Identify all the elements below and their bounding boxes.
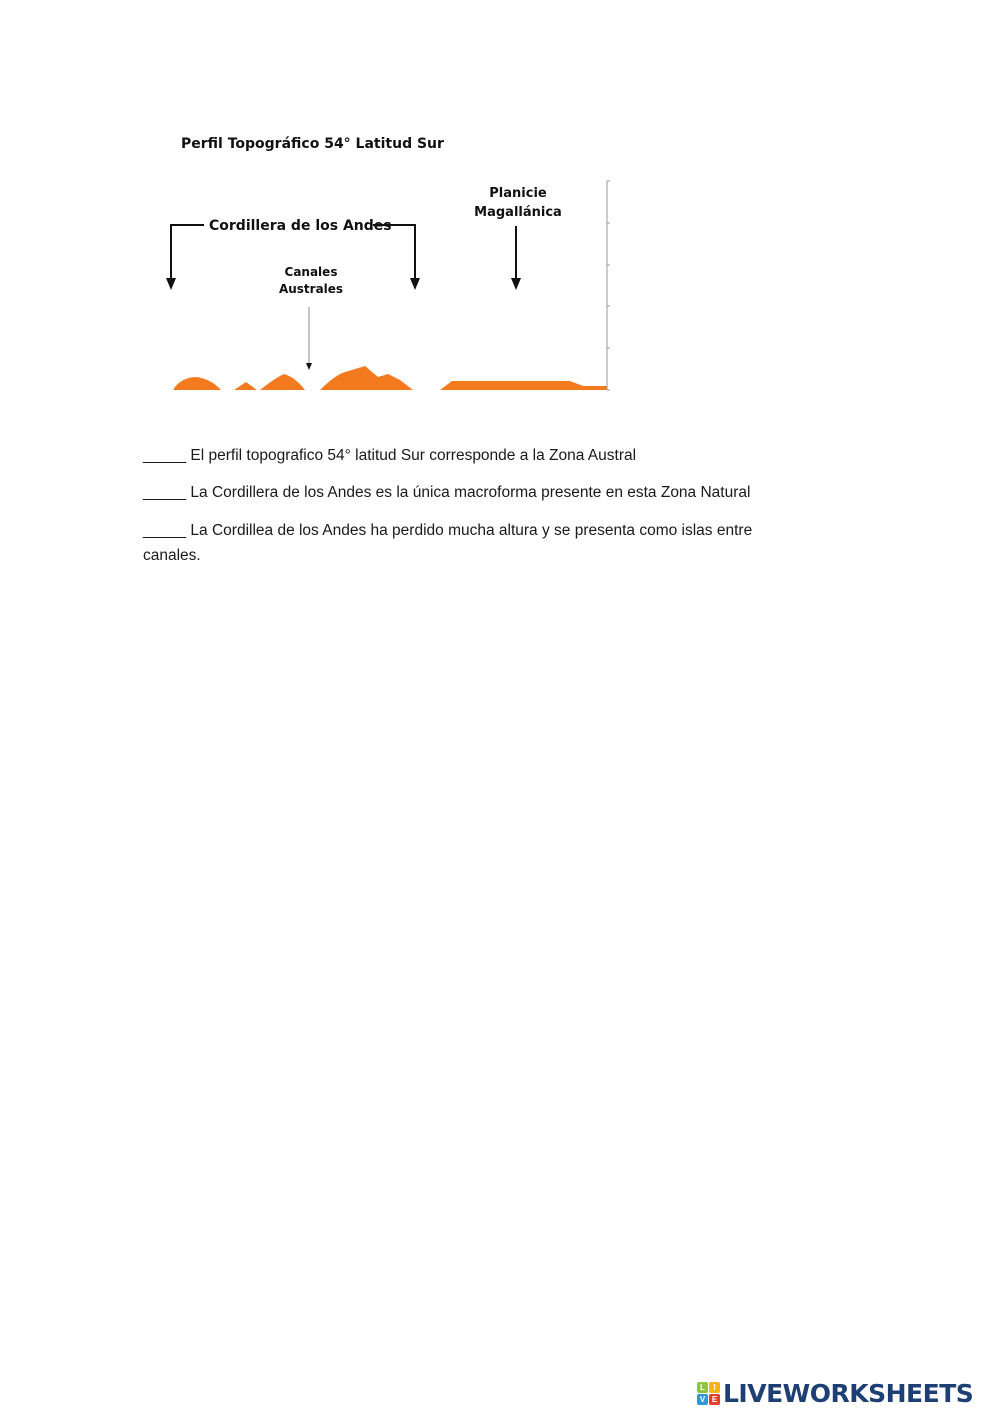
andes-bracket-arrows	[170, 224, 517, 280]
label-planicie-2: Magallánica	[474, 205, 562, 220]
statement-text-1: El perfil topografico 54° latitud Sur co…	[190, 447, 637, 464]
relief-shapes	[173, 366, 607, 390]
label-planicie-1: Planicie	[489, 186, 547, 201]
statement-3-continuation: canales.	[143, 547, 201, 564]
label-cordillera: Cordillera de los Andes	[209, 218, 392, 234]
answer-blank-1[interactable]: _____	[143, 447, 187, 464]
label-canales-2: Australes	[279, 282, 343, 296]
statement-3: _____ La Cordillea de los Andes ha perdi…	[143, 522, 752, 540]
logo-cube: L	[697, 1382, 708, 1393]
answer-blank-2[interactable]: _____	[143, 484, 187, 501]
arrow-heads	[166, 278, 521, 290]
logo-cube: V	[697, 1394, 708, 1405]
topographic-profile-diagram: Perfil Topográfico 54° Latitud Sur Cordi…	[166, 136, 610, 391]
label-canales-1: Canales	[285, 265, 338, 279]
statement-text-2: La Cordillera de los Andes es la única m…	[190, 484, 751, 501]
canales-arrow-head	[306, 363, 312, 370]
answer-blank-3[interactable]: _____	[143, 522, 187, 539]
liveworksheets-logo: L I V E LIVEWORKSHEETS	[697, 1379, 974, 1408]
statement-text-3: La Cordillea de los Andes ha perdido muc…	[190, 522, 753, 539]
magellan-plain	[440, 381, 607, 390]
andes-island-2	[234, 382, 257, 390]
elevation-axis	[606, 180, 610, 391]
diagram-title: Perfil Topográfico 54° Latitud Sur	[181, 136, 444, 152]
logo-text: LIVEWORKSHEETS	[723, 1379, 974, 1408]
logo-cube: I	[709, 1382, 720, 1393]
logo-cube: E	[709, 1394, 720, 1405]
statement-2: _____ La Cordillera de los Andes es la ú…	[143, 484, 750, 502]
andes-island-1	[173, 377, 221, 390]
statement-1: _____ El perfil topografico 54° latitud …	[143, 447, 636, 465]
andes-island-4	[320, 366, 413, 390]
andes-island-3	[260, 374, 305, 390]
logo-cubes-icon: L I V E	[697, 1382, 720, 1405]
